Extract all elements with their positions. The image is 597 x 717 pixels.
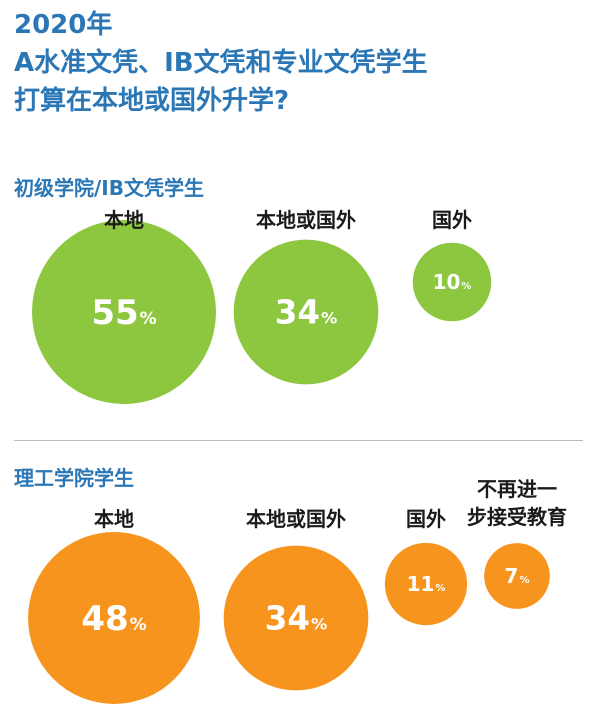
bubble	[384, 542, 468, 626]
bubble-group: 国外 10%	[412, 208, 492, 322]
value-label: 10%	[433, 270, 472, 294]
category-label: 本地	[104, 208, 144, 232]
bubble-group: 国外 11%	[384, 507, 468, 626]
category-label: 不再进一	[477, 478, 557, 501]
category-label: 国外	[406, 507, 446, 531]
bubble-chart-junior-college: 本地 55% 本地或国外 34% 国外 10%	[32, 208, 492, 404]
category-label: 本地	[94, 507, 134, 531]
section-title-polytechnic: 理工学院学生	[14, 466, 134, 490]
value-label: 11%	[407, 572, 446, 596]
category-label: 国外	[432, 208, 472, 232]
title-line-3: 打算在本地或国外升学?	[14, 86, 290, 116]
category-label: 本地或国外	[256, 208, 356, 232]
value-label: 7%	[505, 564, 530, 588]
bubble-group: 本地 48%	[28, 507, 200, 704]
bubble	[223, 545, 369, 691]
category-label: 步接受教育	[467, 505, 567, 529]
bubble-group: 本地或国外 34%	[223, 507, 369, 691]
value-label: 34%	[275, 294, 338, 332]
value-label: 48%	[81, 599, 146, 639]
bubble	[484, 543, 550, 609]
section-title-junior-college: 初级学院/IB文凭学生	[14, 176, 204, 200]
bubble	[233, 239, 379, 385]
bubble	[412, 242, 492, 322]
page-title: 2020年 A水准文凭、IB文凭和专业文凭学生 打算在本地或国外升学?	[14, 6, 589, 120]
title-line-1: 2020年	[14, 10, 113, 40]
value-label: 34%	[265, 600, 328, 638]
section-divider	[14, 440, 583, 441]
bubble-group: 本地 55%	[32, 208, 216, 404]
title-line-2: A水准文凭、IB文凭和专业文凭学生	[14, 48, 428, 78]
bubble	[32, 220, 216, 404]
category-label: 本地或国外	[246, 507, 346, 531]
bubble	[28, 532, 200, 704]
bubble-group: 本地或国外 34%	[233, 208, 379, 385]
value-label: 55%	[91, 293, 156, 333]
